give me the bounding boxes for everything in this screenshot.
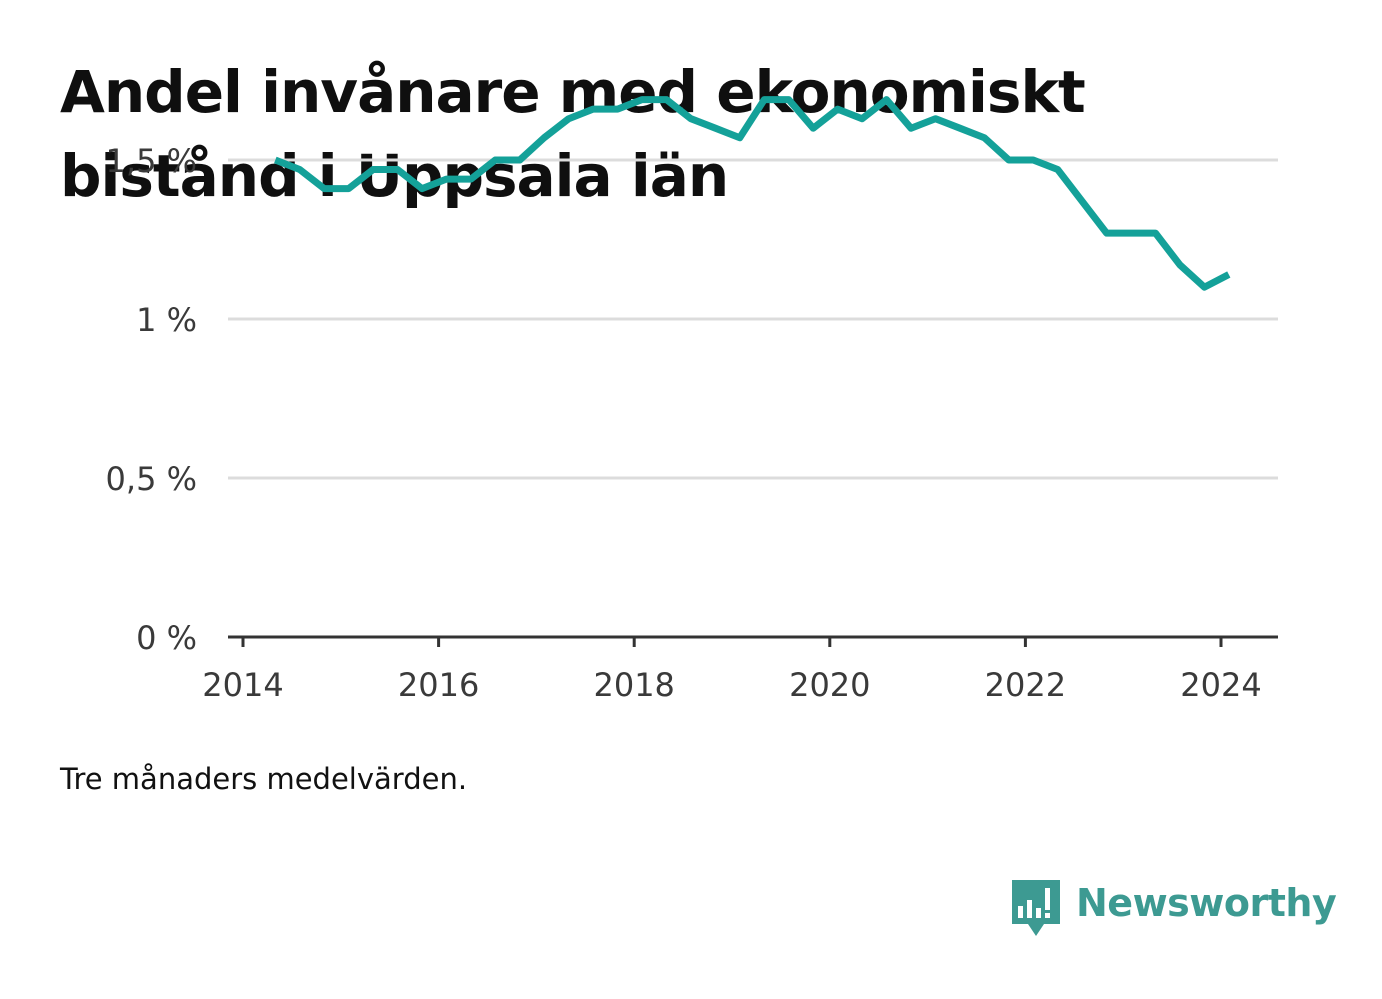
brand-logo: Newsworthy (1010, 878, 1337, 940)
x-tick-label: 2016 (398, 666, 479, 704)
x-tick-label: 2024 (1180, 666, 1261, 704)
x-axis-ticks: 2014 2016 2018 2020 2022 2024 (202, 637, 1262, 704)
y-tick-label: 1 % (136, 301, 197, 339)
brand-name: Newsworthy (1076, 881, 1337, 925)
y-tick-label: 1,5 % (106, 142, 197, 180)
x-tick-label: 2014 (202, 666, 283, 704)
y-tick-label: 0,5 % (106, 460, 197, 498)
x-tick-label: 2018 (593, 666, 674, 704)
bar-chart-speech-bubble-icon (1012, 880, 1060, 936)
series-line (274, 96, 1231, 291)
line-chart: 0 % 0,5 % 1 % 1,5 % 2014 2016 2018 2020 2022 202… (106, 96, 1278, 704)
y-axis-tick-labels: 0 % 0,5 % 1 % 1,5 % (106, 142, 197, 657)
y-tick-label: 0 % (136, 619, 197, 657)
footnote: Tre månaders medelvärden. (60, 762, 468, 796)
series-group (274, 96, 1231, 291)
x-tick-label: 2020 (789, 666, 870, 704)
x-tick-label: 2022 (985, 666, 1066, 704)
chart-title: Andel invånare med ekonomiskt bistånd i … (60, 58, 1086, 210)
grid-lines (228, 158, 1278, 480)
